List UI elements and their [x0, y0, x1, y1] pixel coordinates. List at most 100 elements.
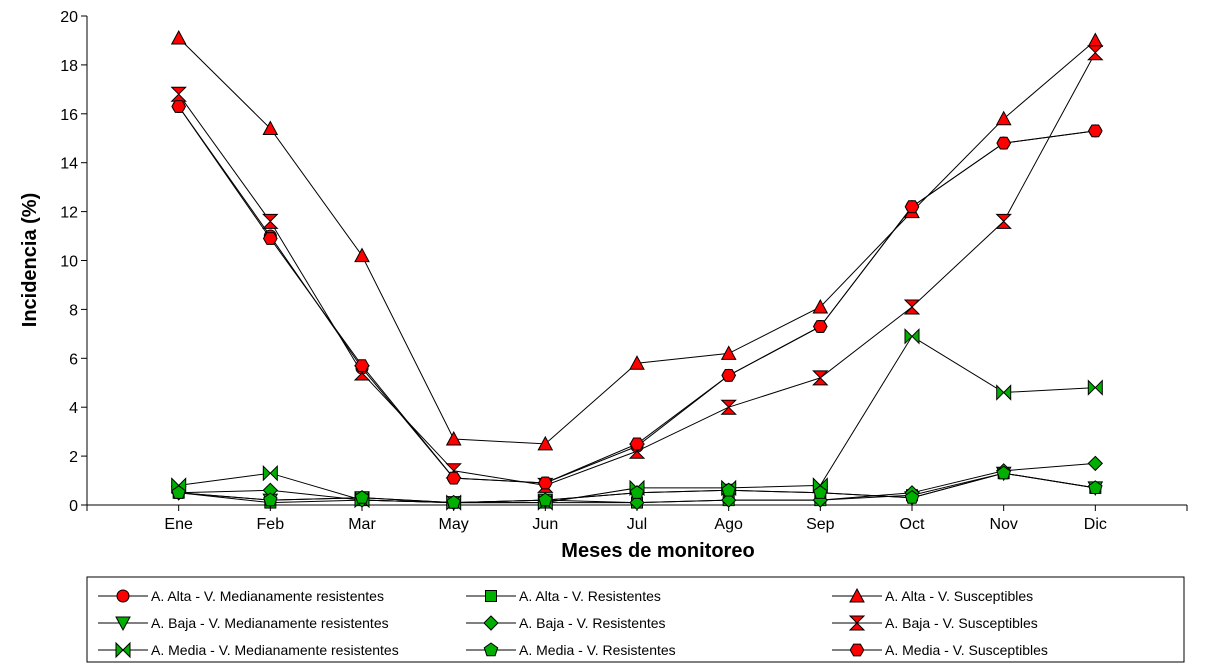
- x-tick-label: Mar: [348, 516, 376, 533]
- y-axis-title: Incidencia (%): [19, 193, 41, 327]
- y-tick-label: 10: [60, 254, 78, 271]
- legend-label: A. Media - V. Susceptibles: [885, 642, 1048, 658]
- x-tick-label: Dic: [1084, 516, 1107, 533]
- data-point: [721, 482, 736, 497]
- y-tick-label: 4: [69, 400, 78, 417]
- data-point: [171, 485, 186, 499]
- data-point: [812, 320, 828, 333]
- data-point: [721, 369, 737, 382]
- y-tick-label: 0: [69, 498, 78, 515]
- series-line: [178, 52, 1096, 486]
- data-point: [903, 299, 921, 315]
- legend-label: A. Alta - V. Resistentes: [519, 588, 661, 604]
- data-point: [1088, 480, 1103, 494]
- data-point: [812, 298, 829, 314]
- legend-marker: [485, 590, 497, 602]
- legend-label: A. Alta - V. Medianamente resistentes: [151, 588, 384, 604]
- data-point: [446, 494, 461, 509]
- data-point: [904, 200, 920, 214]
- legend-item: A. Alta - V. Resistentes: [466, 588, 661, 604]
- data-point: [446, 471, 462, 485]
- legend-marker: [115, 641, 131, 659]
- data-point: [262, 464, 278, 482]
- x-tick-label: Jul: [627, 516, 647, 533]
- y-tick-label: 18: [60, 58, 78, 75]
- x-tick-label: Feb: [257, 516, 285, 533]
- data-point: [354, 359, 370, 372]
- data-point: [996, 384, 1012, 401]
- x-tick-label: Sep: [806, 516, 835, 533]
- data-point: [720, 492, 737, 508]
- x-tick-label: Nov: [989, 516, 1017, 533]
- legend-label: A. Baja - V. Resistentes: [519, 615, 666, 631]
- data-point: [995, 213, 1012, 229]
- data-point: [354, 247, 370, 263]
- x-tick-label: Ago: [714, 516, 743, 533]
- data-point: [354, 490, 370, 504]
- legend-marker: [483, 615, 499, 631]
- data-point: [996, 136, 1012, 150]
- legend-marker: [849, 587, 865, 603]
- series-line: [178, 106, 1096, 484]
- y-axis: 0 2 4 6 8 10 12 14 16 18 20: [60, 9, 88, 515]
- legend-label: A. Baja - V. Susceptibles: [885, 615, 1038, 631]
- series-line: [178, 106, 1096, 484]
- x-axis-title: Meses de monitoreo: [561, 540, 754, 562]
- legend-item: A. Baja - V. Susceptibles: [832, 615, 1038, 631]
- data-point: [1087, 124, 1103, 138]
- data-point: [995, 110, 1012, 126]
- data-point: [170, 29, 187, 45]
- data-point: [996, 465, 1011, 480]
- legend-marker: [115, 616, 131, 632]
- legend-marker: [848, 615, 866, 631]
- data-point: [537, 435, 554, 451]
- legend-item: A. Media - V. Susceptibles: [832, 642, 1048, 658]
- x-tick-label: Oct: [900, 516, 925, 533]
- y-tick-label: 16: [60, 107, 78, 124]
- data-point: [1087, 45, 1104, 61]
- data-point: [904, 490, 920, 504]
- data-point: [170, 86, 187, 102]
- data-point: [445, 430, 462, 446]
- data-point: [629, 355, 645, 370]
- legend-item: A. Baja - V. Medianamente resistentes: [98, 615, 389, 632]
- data-point: [904, 328, 920, 345]
- legend-label: A. Baja - V. Medianamente resistentes: [151, 615, 389, 631]
- x-tick-label: May: [439, 516, 469, 533]
- legend-item: A. Media - V. Medianamente resistentes: [98, 641, 399, 659]
- legend-label: A. Media - V. Medianamente resistentes: [151, 642, 399, 658]
- legend-label: A. Media - V. Resistentes: [519, 642, 676, 658]
- data-point: [720, 345, 737, 360]
- data-point: [813, 485, 828, 499]
- series-1: [172, 99, 1102, 490]
- series-6: [170, 45, 1104, 493]
- data-point: [537, 476, 553, 490]
- data-point: [1087, 379, 1103, 396]
- legend-item: A. Alta - V. Susceptibles: [832, 587, 1033, 604]
- y-tick-label: 2: [69, 449, 78, 466]
- data-point: [262, 120, 279, 135]
- series-9: [171, 100, 1103, 490]
- data-point: [1087, 32, 1104, 47]
- data-point: [812, 370, 829, 386]
- legend-marker: [483, 642, 499, 657]
- legend-box: [86, 576, 1185, 663]
- legend-marker: [849, 643, 865, 657]
- y-tick-label: 20: [60, 9, 78, 26]
- legend-marker: [116, 589, 130, 603]
- y-tick-label: 8: [69, 302, 78, 319]
- y-tick-label: 14: [60, 156, 78, 173]
- legend-item: A. Media - V. Resistentes: [466, 642, 676, 658]
- y-tick-label: 12: [60, 205, 78, 222]
- series-8: [171, 465, 1103, 509]
- data-point: [262, 213, 279, 229]
- data-point: [263, 492, 278, 507]
- series-line: [178, 37, 1096, 445]
- legend-label: A. Alta - V. Susceptibles: [885, 588, 1033, 604]
- y-tick-label: 6: [69, 351, 78, 368]
- data-point: [171, 100, 187, 113]
- x-tick-label: Ene: [164, 516, 193, 533]
- series-layer: [170, 29, 1104, 511]
- legend: A. Alta - V. Medianamente resistentes A. …: [86, 576, 1185, 663]
